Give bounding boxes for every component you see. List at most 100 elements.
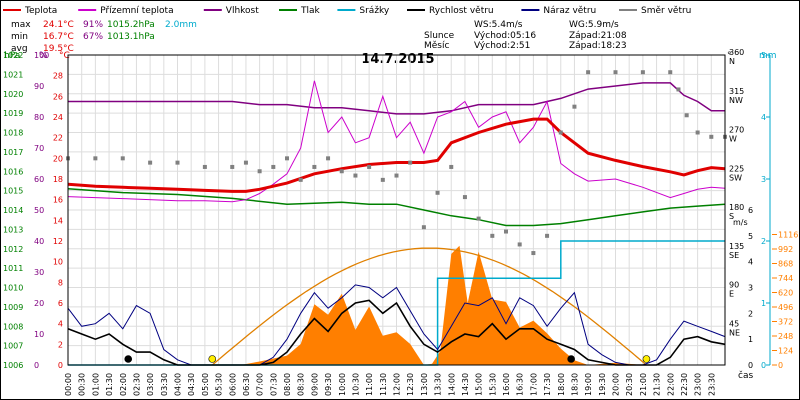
hpa-tick: 1017 bbox=[3, 148, 23, 157]
wind-direction-point bbox=[408, 160, 413, 165]
temp-tick: 12 bbox=[53, 237, 63, 246]
rain-tick: 1 bbox=[761, 299, 766, 308]
avg-temp: 19.5°C bbox=[43, 44, 74, 54]
time-tick: 11:30 bbox=[379, 373, 388, 396]
legend-label: Srážky bbox=[359, 6, 390, 16]
time-tick: 07:00 bbox=[256, 373, 265, 396]
temp-tick: 14 bbox=[53, 216, 63, 225]
hpa-tick: 1019 bbox=[3, 109, 23, 118]
time-tick: 08:30 bbox=[297, 373, 306, 396]
temp-tick: 28 bbox=[53, 72, 63, 81]
wind-direction-point bbox=[668, 70, 673, 75]
moon-set: Západ:18:23 bbox=[569, 41, 627, 51]
time-tick: 01:00 bbox=[91, 373, 100, 396]
max-hum: 91% bbox=[83, 20, 103, 30]
time-tick: 15:00 bbox=[475, 373, 484, 396]
wind-direction-point bbox=[243, 160, 248, 165]
time-tick: 20:30 bbox=[625, 373, 634, 396]
temp-tick: 18 bbox=[53, 175, 63, 184]
plot-frame bbox=[67, 54, 726, 366]
wind-direction-point bbox=[709, 134, 714, 139]
series-tlak bbox=[67, 187, 726, 227]
wind-direction-point bbox=[326, 156, 331, 161]
time-tick: 18:00 bbox=[557, 373, 566, 396]
hpa-tick: 1006 bbox=[3, 361, 23, 370]
time-tick: 06:30 bbox=[242, 373, 251, 396]
legend-label: Přízemní teplota bbox=[100, 6, 173, 16]
pct-tick: 20 bbox=[34, 299, 44, 308]
time-tick: 10:00 bbox=[338, 373, 347, 396]
temp-tick: 26 bbox=[53, 92, 63, 101]
sunset-marker bbox=[642, 355, 651, 363]
legend-item-2: Vlhkost bbox=[203, 6, 259, 16]
hpa-tick: 1016 bbox=[3, 167, 23, 176]
wind-direction-point bbox=[435, 190, 440, 195]
dir-label: S bbox=[729, 212, 734, 221]
hpa-tick: 1021 bbox=[3, 70, 23, 79]
time-tick: 20:00 bbox=[612, 373, 621, 396]
legend-item-3: Tlak bbox=[279, 6, 321, 16]
temp-tick: 16 bbox=[53, 196, 63, 205]
wind-direction-point bbox=[684, 113, 689, 118]
sun-set: Západ:21:08 bbox=[569, 31, 627, 41]
time-tick: 02:30 bbox=[132, 373, 141, 396]
moon-label: Měsíc bbox=[424, 41, 449, 51]
legend-item-4: Srážky bbox=[337, 6, 390, 16]
time-tick: 09:00 bbox=[310, 373, 319, 396]
series-solar-area bbox=[68, 245, 725, 365]
moonset-marker bbox=[567, 355, 575, 363]
wind-ws: WS:5.4m/s bbox=[474, 20, 523, 30]
wind-wg: WG:5.9m/s bbox=[569, 20, 619, 30]
time-tick: 14:30 bbox=[461, 373, 470, 396]
pct-tick: 60 bbox=[34, 175, 44, 184]
time-tick: 19:30 bbox=[598, 373, 607, 396]
hpa-tick: 1011 bbox=[3, 264, 23, 273]
rain-tick: 2 bbox=[761, 237, 766, 246]
pct-tick: 30 bbox=[34, 268, 44, 277]
wind-direction-point bbox=[490, 233, 495, 238]
pct-tick: 0 bbox=[34, 361, 39, 370]
time-tick: 03:30 bbox=[160, 373, 169, 396]
time-tick: 16:30 bbox=[516, 373, 525, 396]
max-rain: 2.0mm bbox=[165, 20, 197, 30]
time-tick: 10:30 bbox=[351, 373, 360, 396]
time-tick: 22:00 bbox=[666, 373, 675, 396]
temp-unit: °C bbox=[59, 51, 70, 61]
wind-direction-point bbox=[339, 169, 344, 174]
hpa-tick: 1014 bbox=[3, 206, 23, 215]
wind-tick: 3 bbox=[748, 284, 753, 293]
solar-tick: 0 bbox=[778, 361, 783, 370]
wind-direction-point bbox=[394, 173, 399, 178]
time-tick: 21:30 bbox=[653, 373, 662, 396]
wind-direction-point bbox=[517, 242, 522, 247]
temp-tick: 8 bbox=[58, 278, 63, 287]
wind-direction-point bbox=[572, 104, 577, 109]
hpa-tick: 1020 bbox=[3, 90, 23, 99]
time-tick: 22:30 bbox=[680, 373, 689, 396]
time-tick: 21:00 bbox=[639, 373, 648, 396]
time-tick: 17:30 bbox=[543, 373, 552, 396]
legend-item-0: Teplota bbox=[3, 6, 57, 16]
legend-label: Náraz větru bbox=[543, 6, 596, 16]
wind-direction-point bbox=[421, 225, 426, 230]
dir-tick: 45 bbox=[729, 319, 739, 328]
solar-tick: 744 bbox=[778, 274, 793, 283]
rain-tick: 3 bbox=[761, 175, 766, 184]
max-press: 1015.2hPa bbox=[107, 20, 155, 30]
time-tick: 12:00 bbox=[393, 373, 402, 396]
time-tick: 06:00 bbox=[228, 373, 237, 396]
moonrise-marker bbox=[124, 355, 133, 363]
temp-tick: 10 bbox=[53, 258, 63, 267]
wind-unit: m/s bbox=[733, 218, 748, 227]
legend-item-6: Náraz větru bbox=[521, 6, 596, 16]
time-tick: 09:30 bbox=[324, 373, 333, 396]
avg-label: avg bbox=[11, 44, 28, 54]
temp-tick: 6 bbox=[58, 299, 63, 308]
wind-direction-point bbox=[353, 173, 358, 178]
legend-label: Směr větru bbox=[641, 6, 691, 16]
solar-tick: 372 bbox=[778, 318, 793, 327]
hpa-tick: 1018 bbox=[3, 129, 23, 138]
pct-tick: 10 bbox=[34, 330, 44, 339]
dir-unit: ° bbox=[727, 51, 732, 61]
